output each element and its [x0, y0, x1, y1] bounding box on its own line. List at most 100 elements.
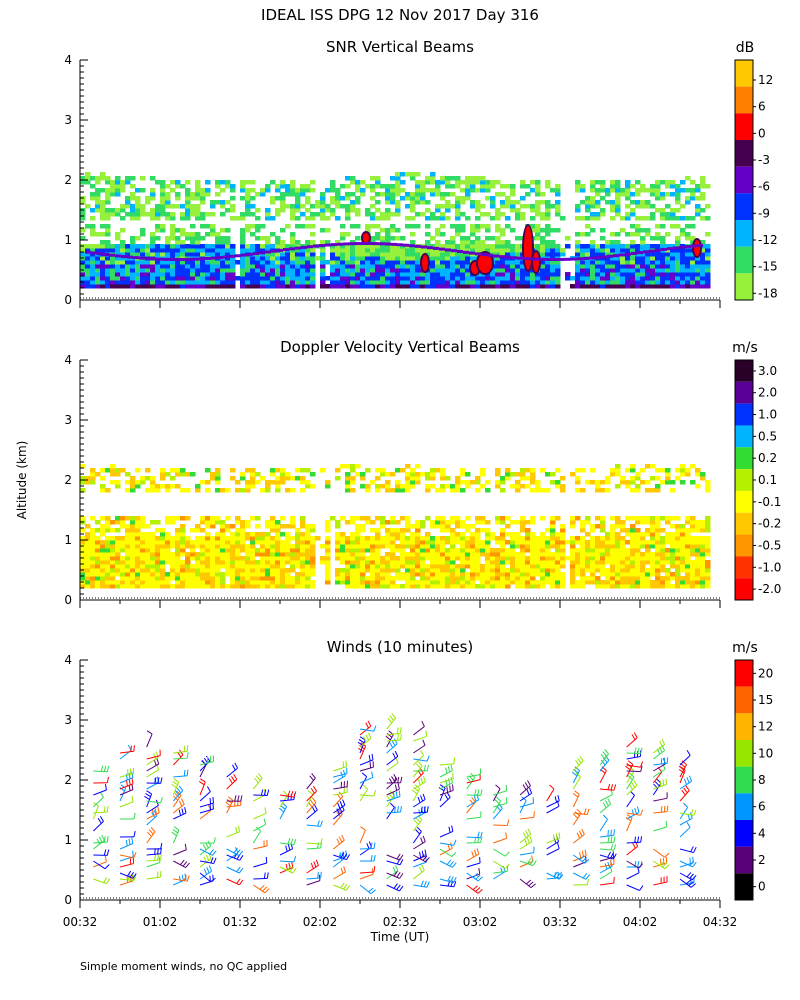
snr-cell: [130, 196, 136, 201]
doppler-cell: [355, 516, 361, 521]
snr-cell: [275, 264, 281, 269]
snr-cell: [675, 272, 681, 277]
doppler-cell: [110, 548, 116, 553]
doppler-cell: [630, 488, 636, 493]
snr-cell: [540, 192, 546, 197]
doppler-cell: [95, 580, 101, 585]
wind-barb-feather: [103, 877, 108, 883]
doppler-cell: [360, 572, 366, 577]
doppler-cell: [685, 548, 691, 553]
snr-cell: [705, 204, 711, 209]
snr-cell: [445, 244, 451, 249]
doppler-cell: [570, 552, 576, 557]
doppler-cell: [260, 584, 266, 589]
snr-cell: [415, 196, 421, 201]
colorbar-label: -2.0: [758, 582, 781, 596]
doppler-cell: [480, 576, 486, 581]
snr-cell: [345, 252, 351, 257]
snr-cell: [685, 232, 691, 237]
snr-cell: [685, 276, 691, 281]
doppler-cell: [580, 552, 586, 557]
snr-cell: [115, 248, 121, 253]
doppler-cell: [580, 568, 586, 573]
doppler-cell: [345, 580, 351, 585]
snr-cell: [200, 188, 206, 193]
doppler-cell: [255, 480, 261, 485]
snr-cell: [370, 248, 376, 253]
snr-cell: [450, 260, 456, 265]
snr-cell: [670, 264, 676, 269]
wind-barb: [93, 836, 109, 844]
doppler-cell: [535, 564, 541, 569]
doppler-cell: [275, 532, 281, 537]
snr-cell: [205, 276, 211, 281]
snr-band: [631, 251, 637, 255]
doppler-cell: [210, 580, 216, 585]
snr-cell: [115, 232, 121, 237]
doppler-cell: [180, 564, 186, 569]
snr-cell: [90, 260, 96, 265]
wind-barb-feather: [150, 826, 156, 833]
doppler-cell: [555, 468, 561, 473]
doppler-cell: [580, 576, 586, 581]
doppler-cell: [205, 564, 211, 569]
colorbar-label: -0.5: [758, 538, 781, 552]
doppler-cell: [555, 544, 561, 549]
snr-cell: [330, 248, 336, 253]
doppler-cell: [500, 488, 506, 493]
snr-cell: [95, 244, 101, 249]
snr-cell: [390, 200, 396, 205]
snr-cell: [355, 276, 361, 281]
doppler-cell: [470, 572, 476, 577]
doppler-cell: [110, 536, 116, 541]
doppler-cell: [410, 484, 416, 489]
snr-cell: [205, 264, 211, 269]
doppler-cell: [450, 540, 456, 545]
doppler-cell: [640, 516, 646, 521]
snr-cell: [660, 264, 666, 269]
doppler-cell: [605, 552, 611, 557]
snr-cell: [450, 176, 456, 181]
snr-cell: [625, 184, 631, 189]
snr-cell: [85, 176, 91, 181]
doppler-cell: [620, 552, 626, 557]
snr-cell: [190, 224, 196, 229]
snr-cell: [350, 244, 356, 249]
doppler-cell: [150, 560, 156, 565]
doppler-cell: [405, 540, 411, 545]
snr-cell: [615, 180, 621, 185]
snr-cell: [435, 204, 441, 209]
snr-cell: [225, 208, 231, 213]
snr-cell: [535, 236, 541, 241]
doppler-cell: [675, 580, 681, 585]
snr-cell: [425, 280, 431, 285]
snr-cell: [330, 184, 336, 189]
doppler-cell: [445, 556, 451, 561]
snr-cell: [645, 280, 651, 285]
doppler-cell: [695, 564, 701, 569]
snr-cell: [640, 276, 646, 281]
doppler-cell: [145, 536, 151, 541]
snr-peak: [422, 255, 428, 271]
snr-cell: [370, 284, 376, 289]
doppler-cell: [415, 580, 421, 585]
doppler-cell: [510, 556, 516, 561]
doppler-cell: [250, 484, 256, 489]
doppler-cell: [80, 488, 86, 493]
snr-cell: [265, 244, 271, 249]
snr-cell: [140, 248, 146, 253]
doppler-cell: [175, 468, 181, 473]
doppler-cell: [175, 580, 181, 585]
doppler-cell: [390, 568, 396, 573]
doppler-cell: [100, 468, 106, 473]
doppler-cell: [385, 480, 391, 485]
doppler-cell: [435, 516, 441, 521]
snr-cell: [370, 268, 376, 273]
doppler-cell: [465, 548, 471, 553]
doppler-cell: [85, 584, 91, 589]
doppler-cell: [265, 560, 271, 565]
doppler-cell: [225, 488, 231, 493]
snr-cell: [490, 196, 496, 201]
doppler-cell: [360, 548, 366, 553]
snr-cell: [600, 196, 606, 201]
